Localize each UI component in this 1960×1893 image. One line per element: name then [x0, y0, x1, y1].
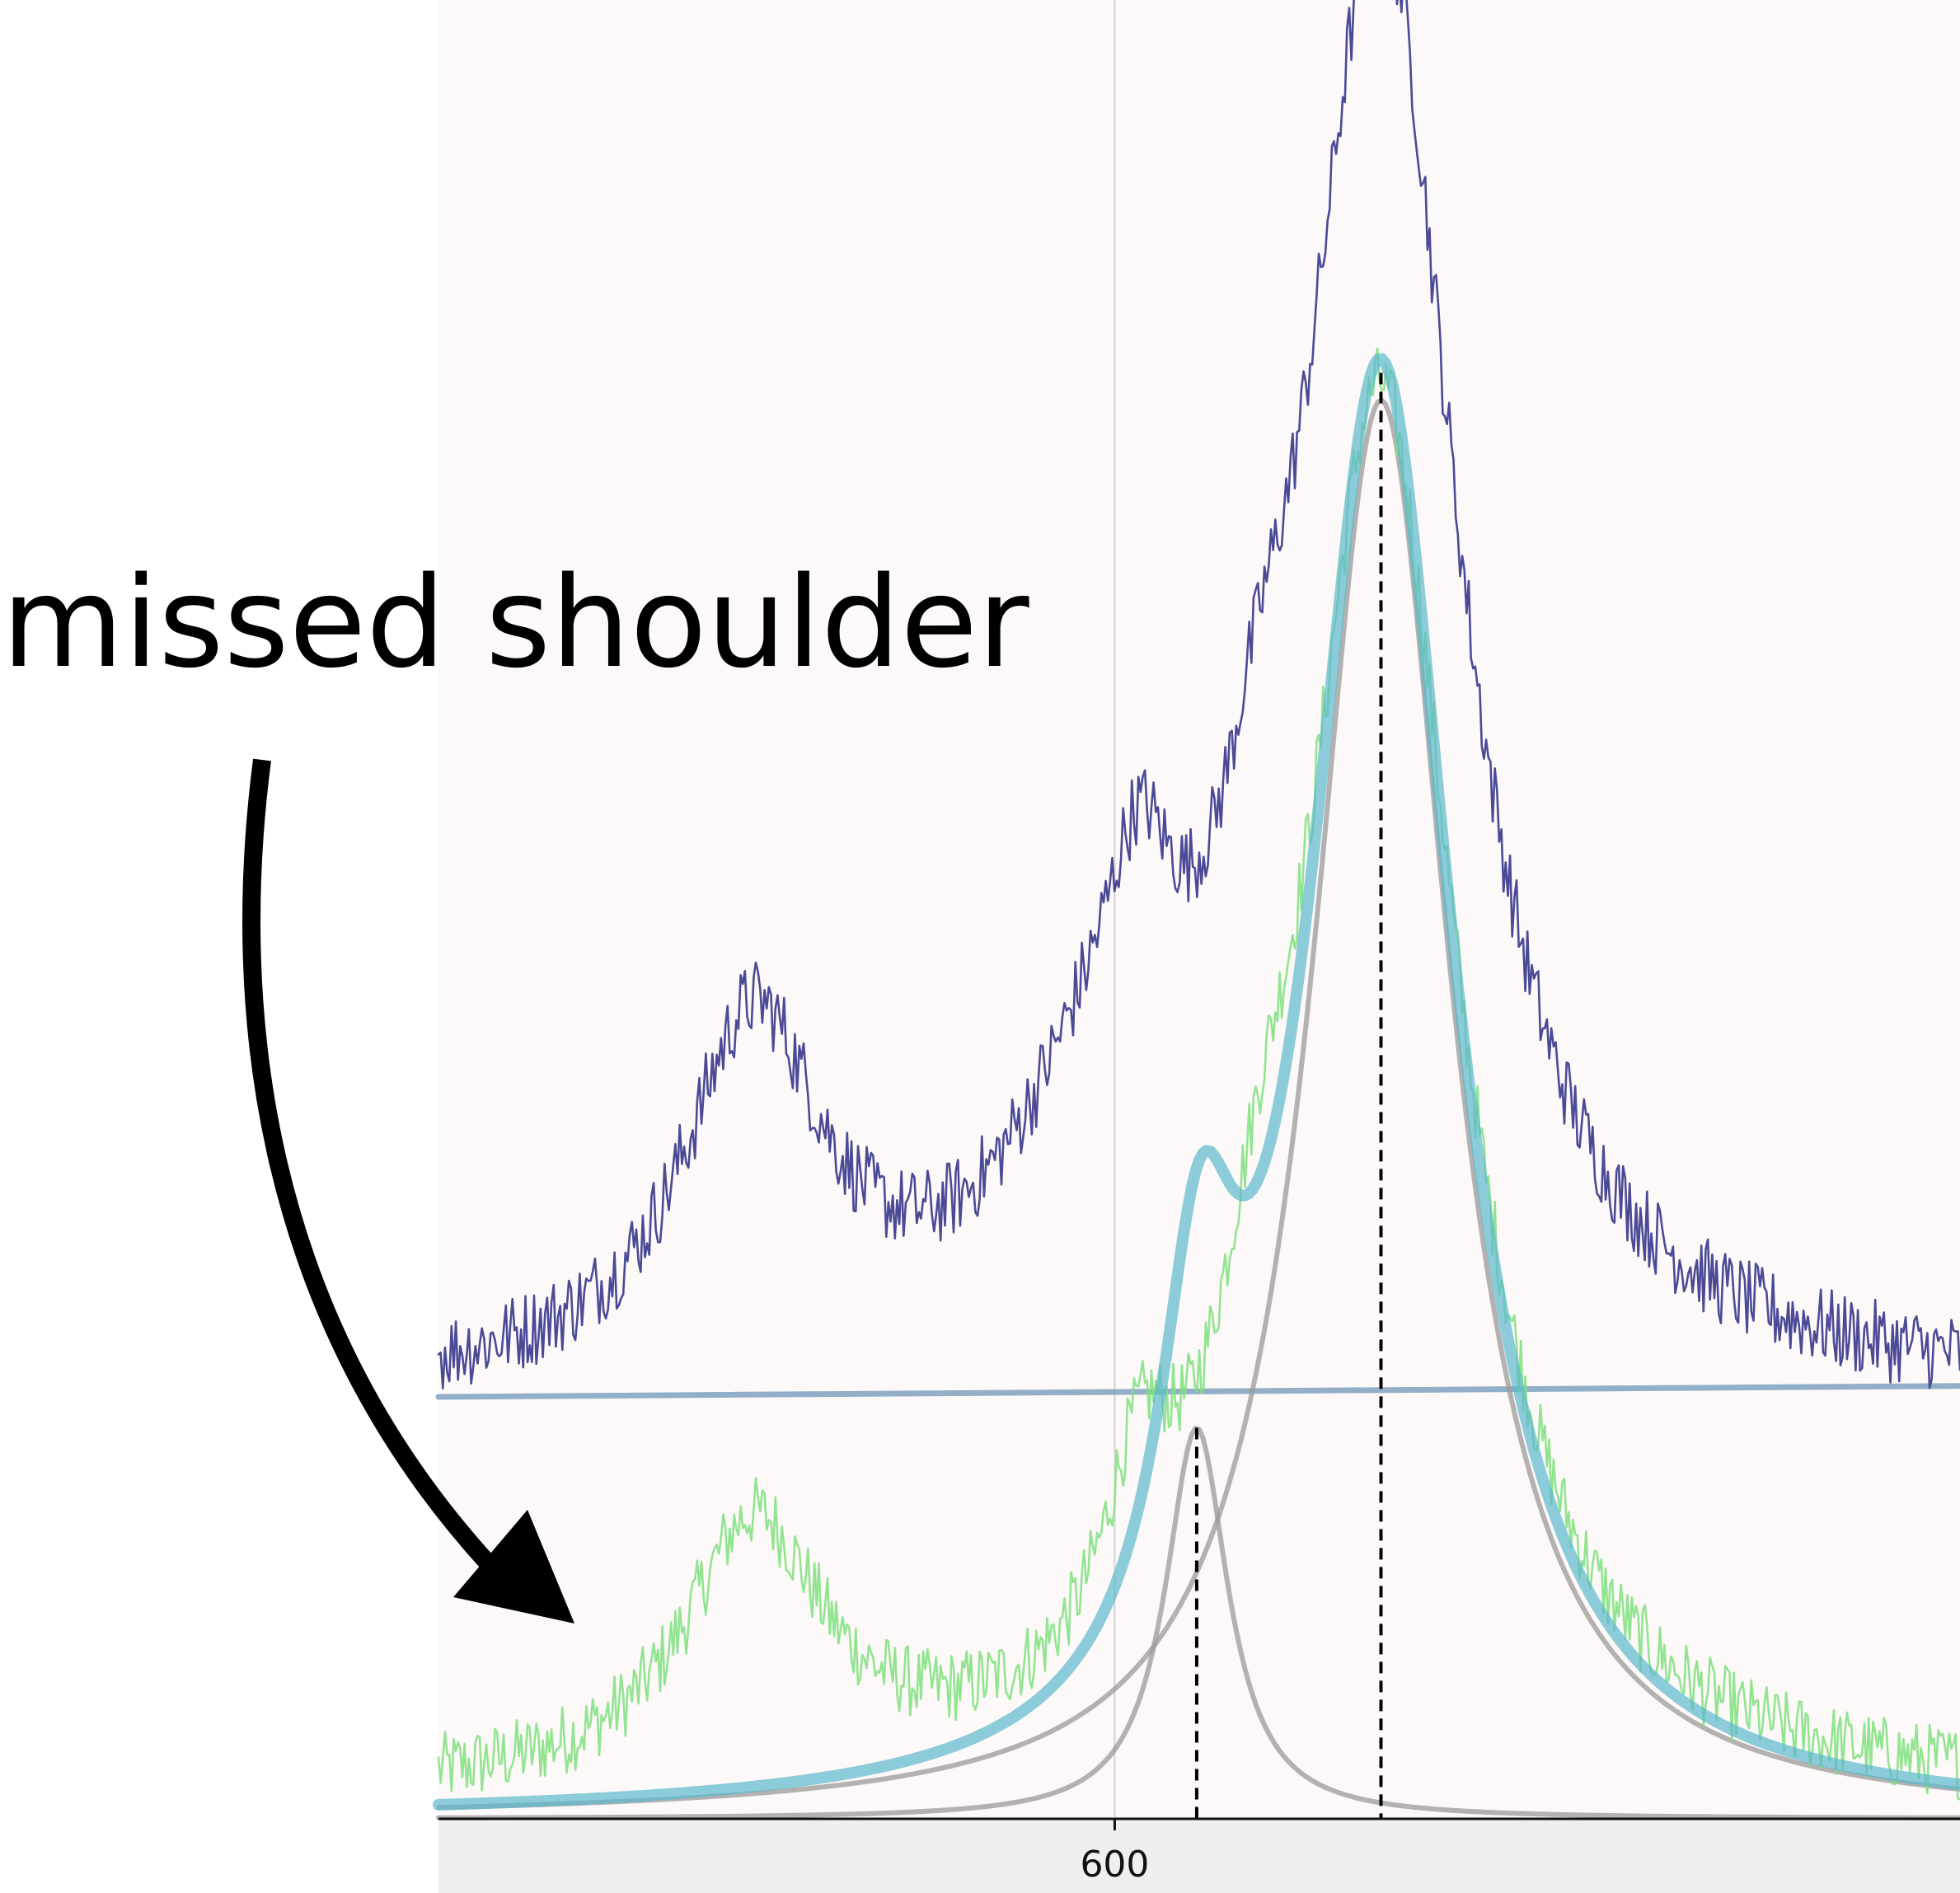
plot-background	[438, 0, 1960, 1819]
x-axis-strip	[438, 1819, 1960, 1893]
corrected-spectrum-line	[437, 347, 1960, 1801]
annotation-arrow-icon	[242, 758, 498, 1572]
chart-marks	[433, 0, 1960, 1820]
x-axis-ticks: 600	[1080, 1819, 1149, 1886]
total-fit-line	[433, 353, 1960, 1811]
annotation-label: missed shoulder	[2, 550, 1029, 696]
fit-component-2-line	[436, 1426, 1960, 1820]
annotation-arrowhead-icon	[453, 1510, 574, 1624]
raw-spectrum-line	[437, 0, 1960, 1389]
baseline-line	[435, 1383, 1960, 1400]
x-tick-label: 600	[1080, 1844, 1149, 1886]
